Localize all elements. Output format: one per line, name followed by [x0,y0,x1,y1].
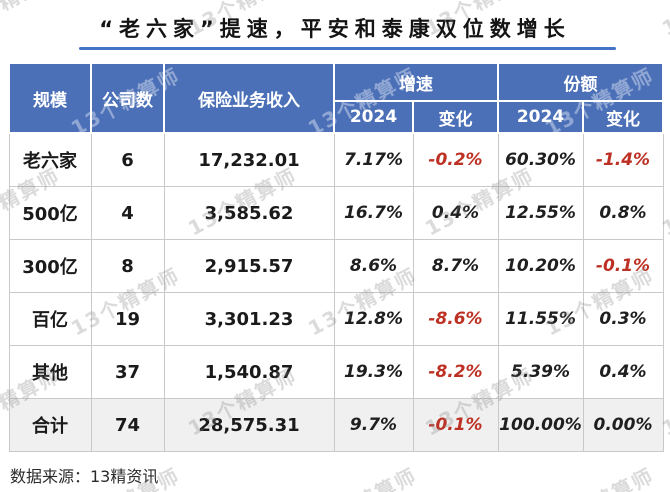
table-row: 500亿 4 3,585.62 16.7% 0.4% 12.55% 0.8% [8,186,664,240]
cell-share-2024: 5.39% [497,345,584,399]
header-cell-company-count: 公司数 [90,62,165,134]
cell-count: 8 [90,239,165,293]
watermark-text: 13个精算师 [302,460,421,492]
cell-growth-change: 8.7% [412,239,499,293]
cell-share-2024: 11.55% [497,292,584,346]
cell-scale: 其他 [8,345,92,399]
cell-scale: 500亿 [8,186,92,240]
table-row: 百亿 19 3,301.23 12.8% -8.6% 11.55% 0.3% [8,292,664,346]
cell-growth-2024: 19.3% [333,345,414,399]
cell-growth-2024: 9.7% [333,398,414,452]
cell-growth-2024: 7.17% [333,132,414,187]
cell-growth-2024: 12.8% [333,292,414,346]
cell-count: 19 [90,292,165,346]
cell-share-2024: 10.20% [497,239,584,293]
table-row: 300亿 8 2,915.57 8.6% 8.7% 10.20% -0.1% [8,239,664,293]
cell-income: 2,915.57 [163,239,335,293]
cell-scale: 300亿 [8,239,92,293]
cell-scale: 合计 [8,398,92,452]
page-title: “老六家”提速，平安和泰康双位数增长 [99,17,571,41]
table-row: 老六家 6 17,232.01 7.17% -0.2% 60.30% -1.4% [8,132,664,187]
cell-growth-change: -0.2% [412,132,499,187]
cell-count: 74 [90,398,165,452]
cell-scale: 百亿 [8,292,92,346]
data-table-wrapper: 规模 公司数 保险业务收入 增速 份额 2024 变化 2024 变化 老六家 … [8,62,664,452]
cell-share-change: 0.8% [582,186,664,240]
header-cell-premium-income: 保险业务收入 [163,62,335,134]
cell-income: 28,575.31 [163,398,335,452]
cell-growth-change: 0.4% [412,186,499,240]
cell-share-change: -0.1% [582,239,664,293]
header-cell-growth-2024: 2024 [333,100,414,134]
table-header: 规模 公司数 保险业务收入 增速 份额 2024 变化 2024 变化 [8,62,664,134]
header-cell-share-2024: 2024 [497,100,584,134]
cell-count: 4 [90,186,165,240]
title-underline [79,47,616,50]
table-row-total: 合计 74 28,575.31 9.7% -0.1% 100.00% 0.00% [8,398,664,452]
cell-income: 1,540.87 [163,345,335,399]
cell-income: 3,301.23 [163,292,335,346]
cell-growth-change: -0.1% [412,398,499,452]
header-cell-scale: 规模 [8,62,92,134]
header-group-growth: 增速 [333,62,499,102]
cell-growth-2024: 8.6% [333,239,414,293]
cell-share-change: -1.4% [582,132,664,187]
cell-share-2024: 100.00% [497,398,584,452]
cell-share-2024: 60.30% [497,132,584,187]
cell-growth-2024: 16.7% [333,186,414,240]
data-table: 规模 公司数 保险业务收入 增速 份额 2024 变化 2024 变化 老六家 … [8,62,664,452]
header-cell-share-change: 变化 [582,100,664,134]
cell-income: 17,232.01 [163,132,335,187]
cell-growth-change: -8.2% [412,345,499,399]
header-cell-growth-change: 变化 [412,100,499,134]
cell-share-2024: 12.55% [497,186,584,240]
cell-count: 6 [90,132,165,187]
cell-share-change: 0.00% [582,398,664,452]
cell-share-change: 0.4% [582,345,664,399]
cell-count: 37 [90,345,165,399]
header-group-share: 份额 [497,62,664,102]
cell-share-change: 0.3% [582,292,664,346]
cell-scale: 老六家 [8,132,92,187]
watermark-text: 13个精算师 [539,460,658,492]
cell-income: 3,585.62 [163,186,335,240]
data-source-label: 数据来源：13精资讯 [10,467,159,486]
table-row: 其他 37 1,540.87 19.3% -8.2% 5.39% 0.4% [8,345,664,399]
cell-growth-change: -8.6% [412,292,499,346]
table-body: 老六家 6 17,232.01 7.17% -0.2% 60.30% -1.4%… [8,132,664,452]
